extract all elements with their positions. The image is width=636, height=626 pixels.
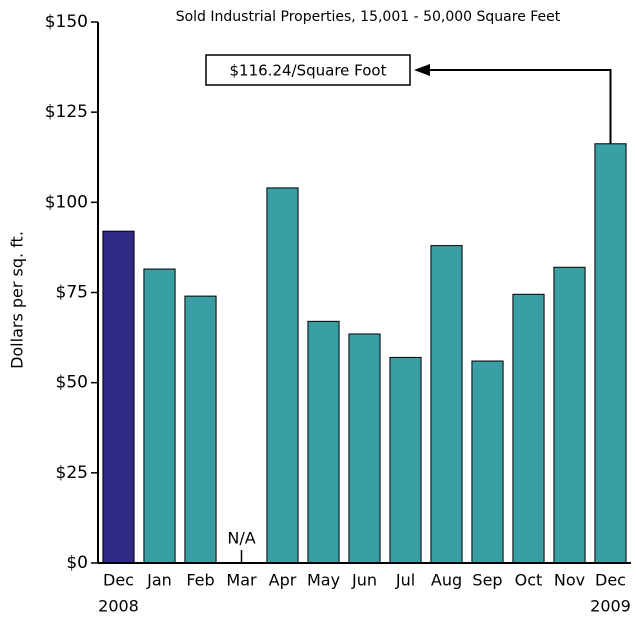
y-tick-label: $125	[45, 102, 88, 122]
bar	[143, 268, 176, 564]
x-tick-label: Jan	[146, 571, 172, 590]
bar	[307, 320, 340, 564]
bar	[348, 333, 381, 564]
bar	[553, 266, 586, 564]
bar	[471, 360, 504, 564]
bar	[184, 295, 217, 564]
annotation-box	[205, 54, 411, 86]
chart-title: Sold Industrial Properties, 15,001 - 50,…	[176, 9, 561, 25]
x-tick-label: Dec	[595, 571, 626, 590]
x-tick-label: Sep	[472, 571, 502, 590]
bar	[512, 293, 545, 564]
y-tick-label: $25	[56, 463, 88, 483]
x-tick-label: Jul	[395, 571, 415, 590]
annotation: $116.24/Square Foot	[230, 62, 387, 80]
x-tick-label: Feb	[186, 571, 214, 590]
x-tick-label: Aug	[431, 571, 462, 590]
x-tick-label: May	[307, 571, 340, 590]
bar	[389, 356, 422, 564]
x-tick-label: Dec	[103, 571, 134, 590]
x-tick-label: Apr	[269, 571, 297, 590]
y-tick-label: $75	[56, 283, 88, 303]
bar	[266, 187, 299, 564]
y-tick-label: $0	[66, 553, 88, 573]
arrow-head	[414, 64, 430, 76]
x-tick-label: Jun	[351, 571, 377, 590]
value-label: N/A	[227, 529, 255, 548]
bar	[594, 143, 627, 564]
y-tick-label: $100	[45, 192, 88, 212]
x-tick-label: Mar	[226, 571, 257, 590]
x-sublabel: 2009	[590, 597, 631, 616]
x-sublabel: 2008	[98, 597, 139, 616]
bar	[430, 245, 463, 564]
x-tick-label: Oct	[515, 571, 543, 590]
y-axis-label: Dollars per sq. ft.	[8, 231, 27, 369]
annotation-arrow	[428, 69, 612, 144]
y-tick-label: $150	[45, 12, 88, 32]
x-tick-label: Nov	[554, 571, 585, 590]
bar	[102, 230, 135, 564]
y-tick-label: $50	[56, 373, 88, 393]
